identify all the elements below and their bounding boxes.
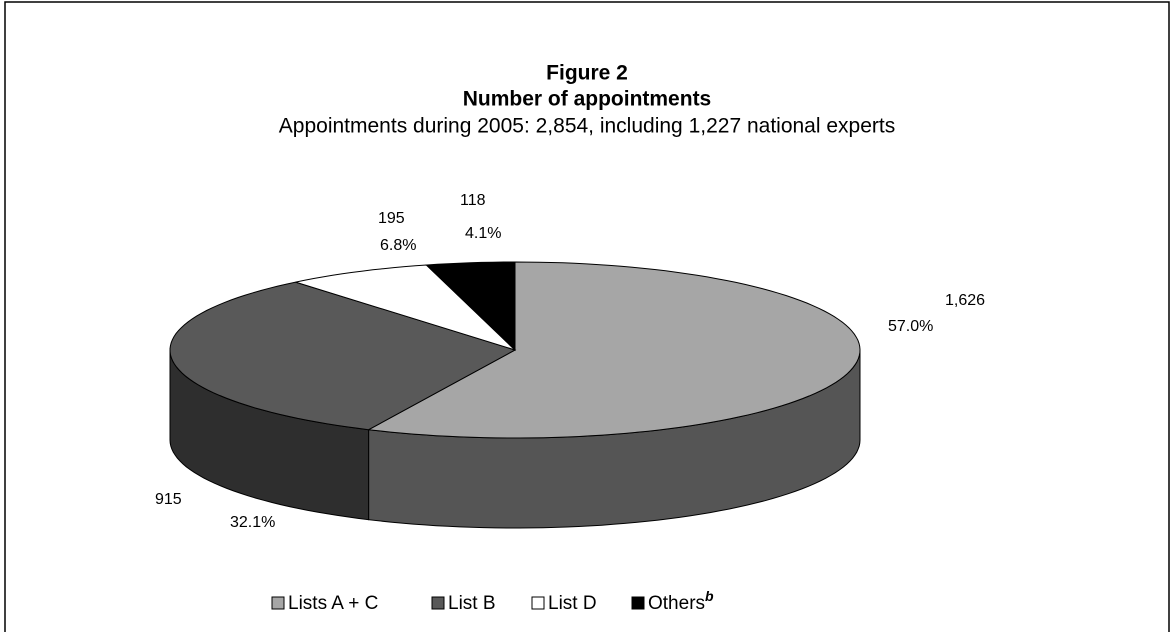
data-label: 118 (460, 192, 486, 209)
legend-swatch (431, 596, 445, 610)
chart-title: Figure 2 (546, 62, 628, 85)
legend-swatch (631, 596, 645, 610)
legend-label: Lists A + C (288, 593, 378, 614)
percent-label: 4.1% (465, 225, 501, 242)
data-label: 1,626 (945, 292, 985, 309)
legend-swatch (531, 596, 545, 610)
data-label: 915 (155, 491, 182, 508)
chart-subtitle: Number of appointments (463, 88, 712, 111)
slice (425, 261, 516, 352)
data-label: 195 (378, 210, 405, 227)
legend-label: List D (548, 593, 597, 614)
slice (295, 264, 516, 351)
slice (366, 261, 861, 439)
legend-label: List B (448, 593, 496, 614)
percent-label: 6.8% (380, 237, 416, 254)
percent-label: 57.0% (888, 318, 933, 335)
legend-swatch (271, 596, 285, 610)
legend-label: Othersb (648, 588, 714, 614)
percent-label: 32.1% (230, 514, 275, 531)
slice (169, 281, 517, 431)
chart-caption: Appointments during 2005: 2,854, includi… (279, 115, 895, 138)
footnote-marker: b (705, 588, 714, 604)
